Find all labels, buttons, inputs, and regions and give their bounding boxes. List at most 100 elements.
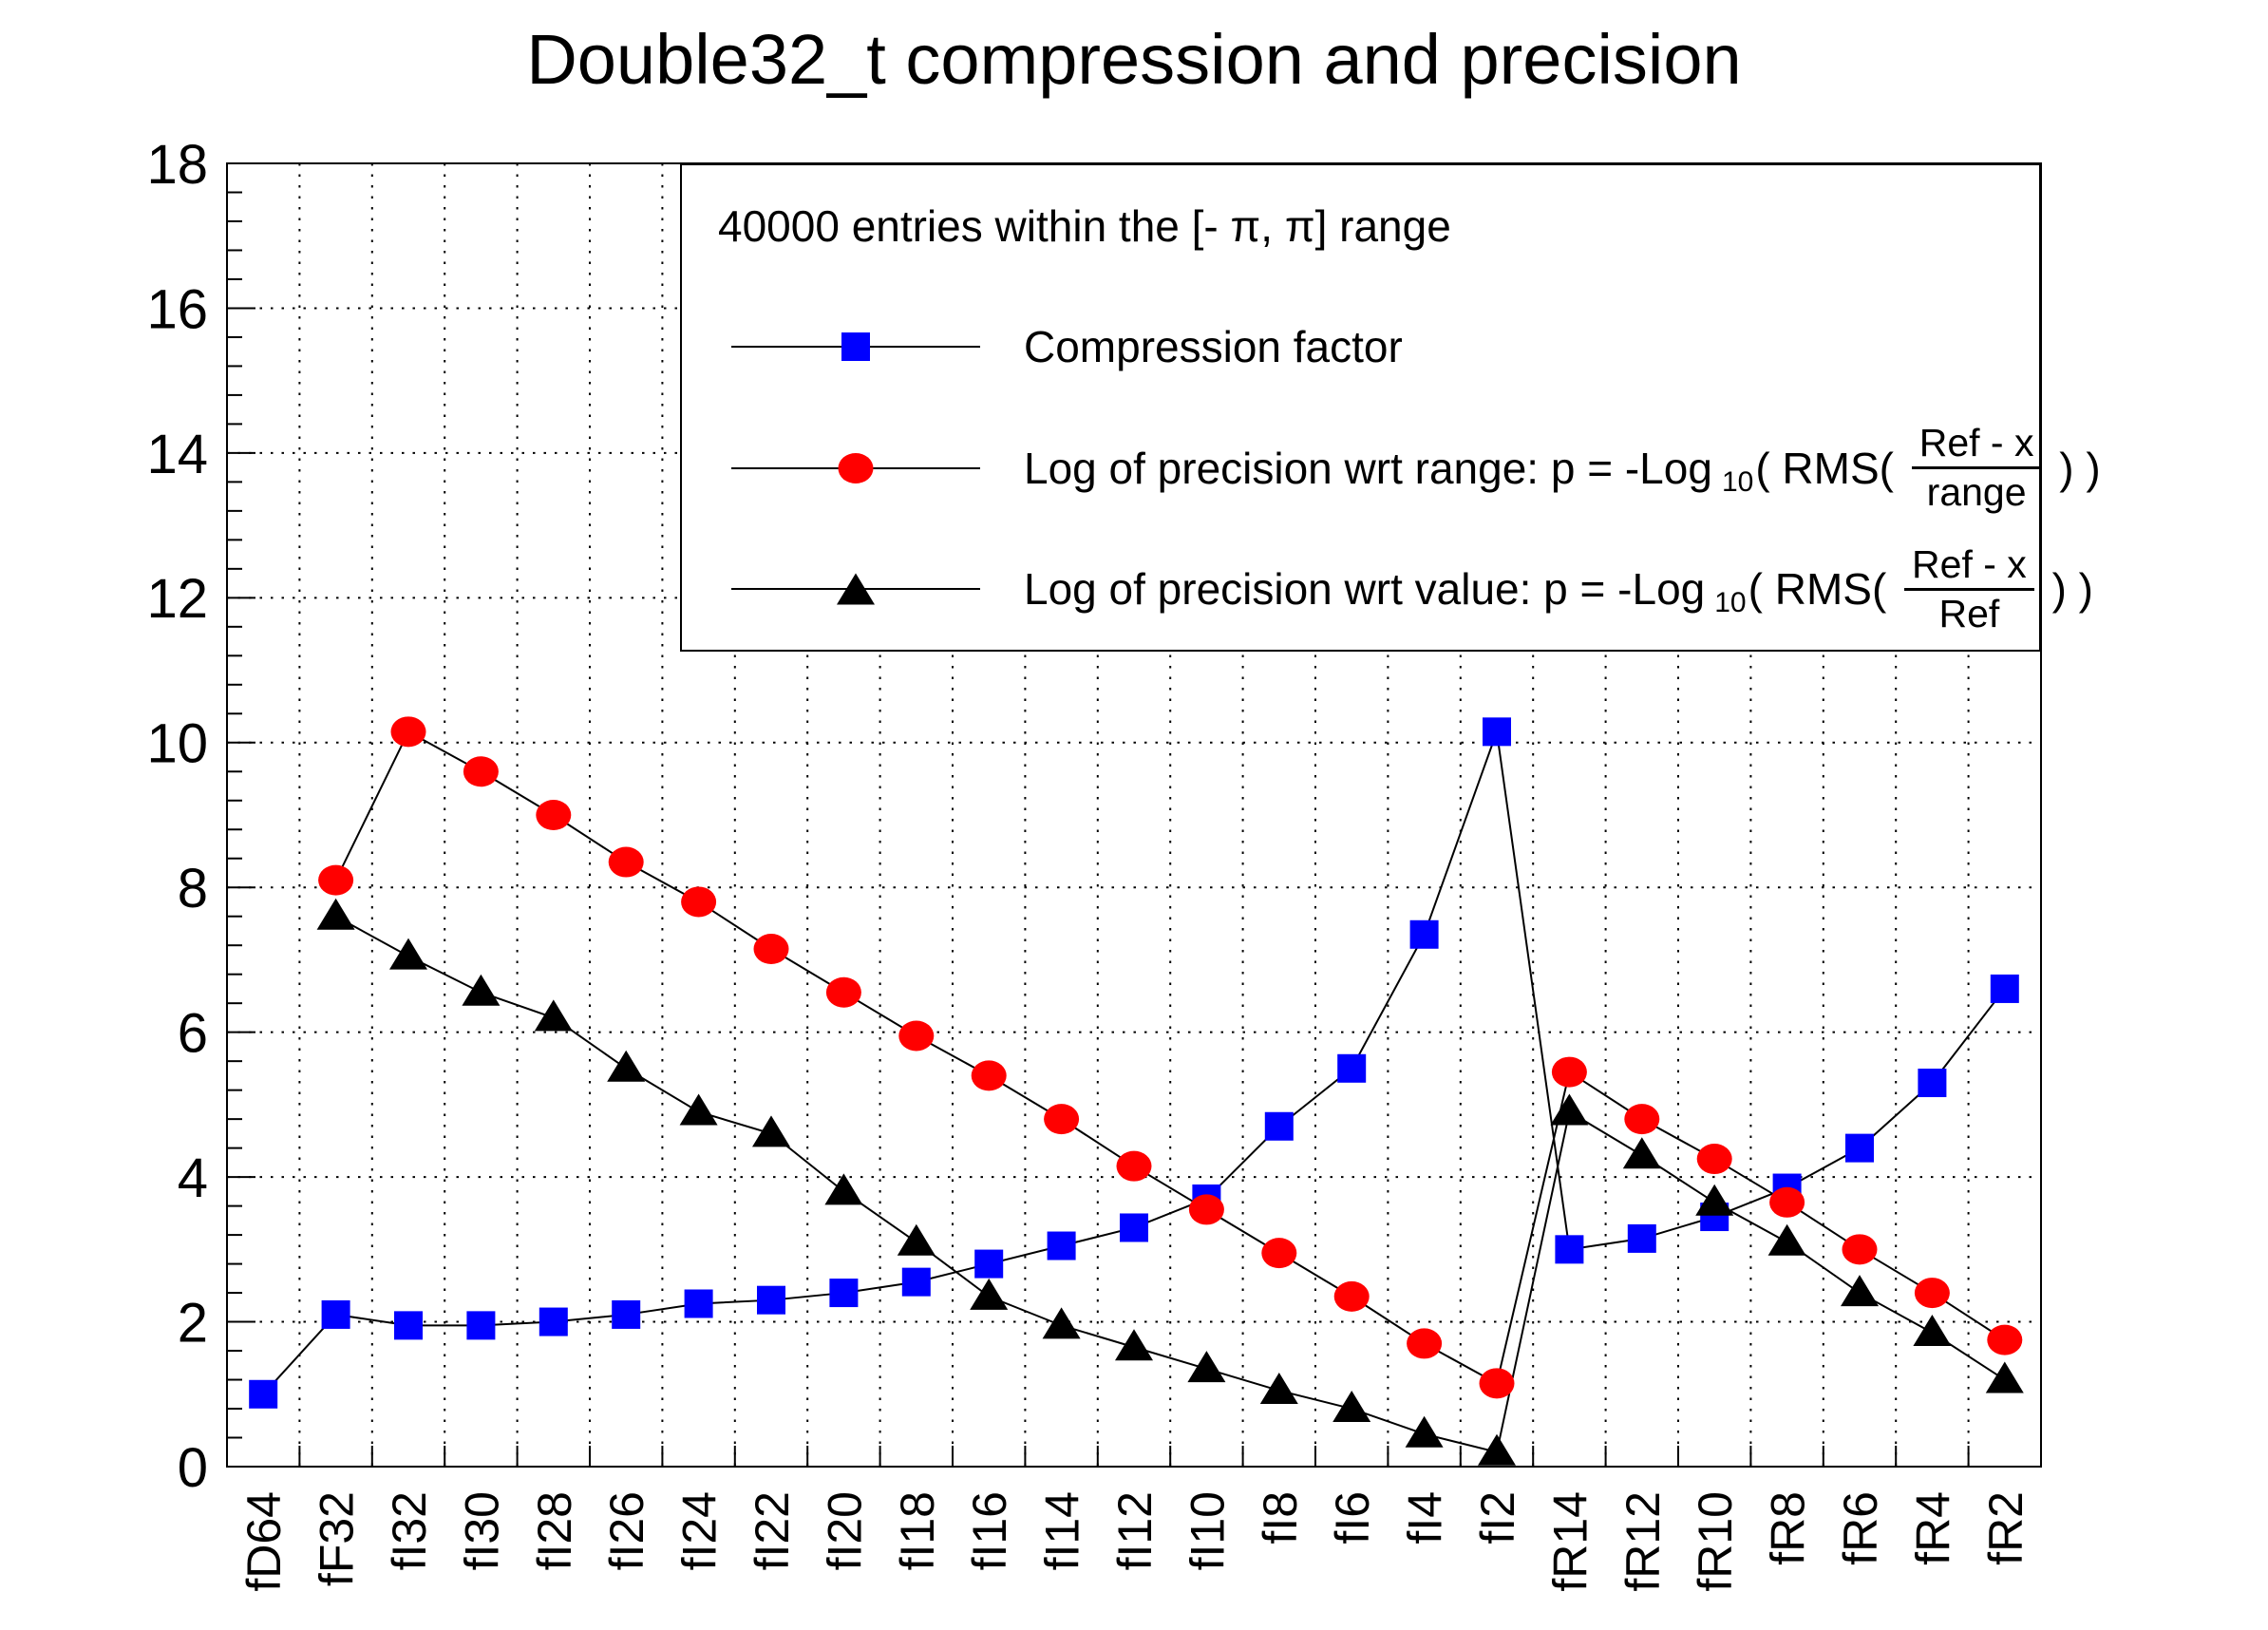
legend-label-precision-range: Log of precision wrt range: p = -Log 10( … — [1024, 423, 2101, 513]
data-point-circle — [608, 846, 644, 878]
series-line-triangle — [335, 915, 2006, 1453]
data-point-triangle — [1622, 1137, 1661, 1169]
fraction-denominator: range — [1926, 470, 2027, 515]
fraction-numerator: Ref - x — [1911, 423, 2042, 470]
data-point-circle — [1842, 1234, 1878, 1265]
data-point-square — [1337, 1053, 1367, 1083]
data-point-square — [829, 1279, 859, 1308]
data-point-circle — [1696, 1144, 1732, 1175]
x-category-label: fR4 — [1906, 1491, 1959, 1565]
formula-mid: ( RMS( — [1748, 564, 1899, 615]
data-point-square — [1409, 919, 1439, 949]
data-point-square — [466, 1311, 496, 1340]
x-category-label: fR12 — [1616, 1491, 1670, 1592]
data-point-square — [612, 1299, 641, 1329]
y-axis-tick-label: 18 — [146, 134, 208, 196]
data-point-circle — [1551, 1056, 1587, 1088]
x-category-label: fI18 — [891, 1491, 944, 1570]
data-point-circle — [971, 1060, 1007, 1091]
y-axis-tick-label: 2 — [178, 1292, 208, 1354]
data-point-circle — [1261, 1238, 1297, 1269]
legend-header-text: 40000 entries within the [- π, π] range — [718, 200, 1451, 251]
data-point-circle — [1116, 1150, 1152, 1182]
data-point-circle — [753, 934, 789, 965]
data-point-triangle — [1550, 1093, 1589, 1126]
data-point-circle — [463, 756, 499, 787]
data-point-circle — [1407, 1328, 1443, 1359]
legend-sample-line — [731, 452, 980, 483]
data-point-circle — [318, 864, 354, 896]
data-point-triangle — [679, 1093, 718, 1126]
x-category-label: fI16 — [963, 1491, 1016, 1570]
data-point-square — [1047, 1231, 1076, 1260]
legend-entry-compression: Compression factor — [682, 287, 2039, 408]
data-point-triangle — [389, 938, 427, 970]
legend-label-compression: Compression factor — [1024, 322, 1403, 372]
data-point-circle — [1333, 1280, 1370, 1312]
x-category-label: fR2 — [1979, 1491, 2032, 1565]
data-point-circle — [1044, 1104, 1080, 1135]
data-point-square — [901, 1267, 931, 1297]
x-category-label: fI12 — [1108, 1491, 1162, 1570]
x-category-label: fF32 — [311, 1491, 364, 1586]
data-point-triangle — [1115, 1329, 1153, 1361]
legend-sample-line — [731, 573, 980, 605]
x-category-label: fR6 — [1834, 1491, 1887, 1565]
data-point-triangle — [1259, 1372, 1298, 1404]
x-category-label: fI2 — [1471, 1491, 1524, 1545]
fraction-numerator: Ref - x — [1904, 543, 2034, 591]
data-point-circle — [1624, 1104, 1660, 1135]
data-point-circle — [898, 1020, 935, 1052]
x-category-label: fI30 — [455, 1491, 508, 1570]
data-point-triangle — [1405, 1415, 1444, 1448]
formula-suffix: ) ) — [2039, 564, 2093, 615]
data-point-square — [684, 1289, 713, 1318]
x-category-label: fI14 — [1036, 1491, 1089, 1570]
data-point-square — [1120, 1213, 1148, 1242]
data-point-square — [1627, 1223, 1656, 1253]
data-point-triangle — [897, 1223, 936, 1256]
x-category-label: fI8 — [1254, 1491, 1307, 1545]
data-point-square — [539, 1307, 568, 1336]
data-point-triangle — [970, 1278, 1009, 1310]
formula-fraction: Ref - x Ref — [1904, 543, 2034, 635]
triangle-marker-icon — [837, 573, 875, 605]
data-point-square — [1264, 1111, 1294, 1141]
data-point-triangle — [824, 1173, 863, 1205]
fraction-denominator: Ref — [1938, 591, 2000, 635]
y-axis-tick-label: 12 — [146, 568, 208, 630]
y-axis-tick-label: 14 — [146, 424, 208, 485]
formula-subscript: 10 — [1721, 465, 1754, 498]
chart-title: Double32_t compression and precision — [526, 20, 1742, 99]
data-point-triangle — [752, 1115, 790, 1147]
x-category-label: fI4 — [1399, 1491, 1452, 1545]
x-category-label: fR14 — [1543, 1491, 1597, 1592]
data-point-triangle — [1478, 1433, 1516, 1466]
legend-entry-precision-value: Log of precision wrt value: p = -Log 10( … — [682, 529, 2093, 651]
series-line-square — [262, 731, 2006, 1395]
y-axis-tick-label: 4 — [178, 1147, 208, 1209]
data-point-circle — [1769, 1186, 1805, 1218]
data-point-triangle — [462, 974, 501, 1006]
data-point-square — [1990, 974, 2019, 1003]
data-point-circle — [536, 800, 572, 830]
data-point-triangle — [1695, 1184, 1734, 1216]
data-point-triangle — [1913, 1314, 1952, 1346]
data-point-triangle — [316, 898, 355, 930]
y-axis-tick-label: 16 — [146, 278, 208, 340]
legend-header-row: 40000 entries within the [- π, π] range — [682, 165, 2039, 287]
square-marker-icon — [841, 332, 870, 362]
formula-subscript: 10 — [1714, 587, 1747, 619]
data-point-square — [757, 1285, 785, 1315]
data-point-square — [1845, 1133, 1874, 1163]
formula-prefix: Log of precision wrt range: p = -Log — [1024, 443, 1712, 493]
data-point-triangle — [1332, 1391, 1371, 1423]
data-point-triangle — [1841, 1275, 1879, 1307]
x-category-label: fI28 — [528, 1491, 581, 1570]
data-point-square — [1918, 1069, 1947, 1098]
formula-fraction: Ref - x range — [1911, 423, 2042, 515]
data-point-circle — [390, 716, 426, 748]
data-point-circle — [1914, 1278, 1950, 1309]
x-category-label: fI32 — [383, 1491, 436, 1570]
